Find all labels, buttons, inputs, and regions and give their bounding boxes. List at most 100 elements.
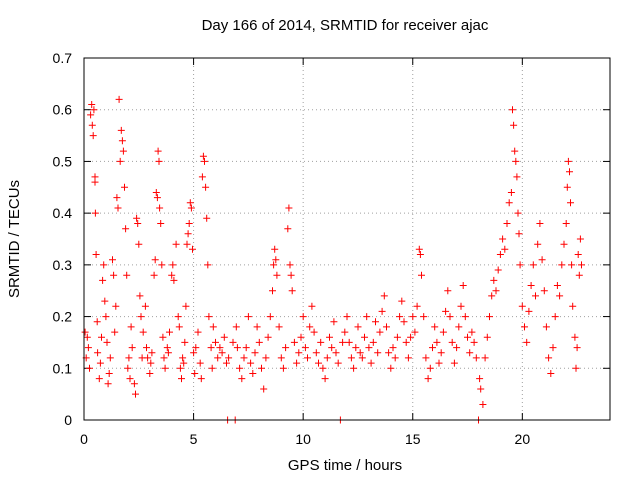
data-point [391, 354, 399, 362]
data-point [166, 328, 173, 336]
data-point [104, 380, 112, 388]
data-point [96, 359, 104, 367]
data-point [321, 375, 329, 383]
data-point [144, 354, 152, 362]
data-point [275, 323, 283, 331]
data-point [269, 287, 276, 295]
data-point [141, 302, 149, 310]
data-point [88, 101, 96, 108]
data-point [185, 220, 193, 227]
data-point [330, 318, 338, 326]
data-point [450, 359, 458, 367]
x-tick-label: 20 [515, 431, 531, 447]
data-point [529, 261, 537, 269]
data-point [513, 173, 521, 181]
data-point [396, 313, 404, 321]
data-point [470, 338, 478, 346]
data-point [135, 240, 143, 248]
data-point [179, 354, 187, 362]
data-point [442, 307, 450, 315]
data-point [236, 364, 244, 372]
data-point [511, 147, 519, 155]
data-point [91, 178, 99, 186]
data-point [509, 106, 516, 114]
x-tick-label: 0 [80, 431, 88, 447]
data-point [466, 349, 474, 357]
data-point [317, 338, 325, 346]
data-point [100, 261, 108, 269]
data-point [479, 401, 487, 408]
data-point [105, 370, 113, 377]
data-point [176, 364, 184, 372]
data-point [453, 344, 461, 352]
data-point [88, 121, 96, 129]
y-tick-label: 0.1 [53, 360, 73, 376]
data-point [192, 344, 200, 352]
data-point [476, 375, 484, 383]
data-point [87, 111, 95, 119]
data-point [102, 313, 110, 321]
data-point [326, 333, 333, 341]
data-point [514, 209, 522, 217]
data-points [81, 95, 585, 424]
data-point [271, 245, 279, 253]
data-point [347, 354, 355, 362]
data-point [158, 261, 166, 269]
data-point [297, 333, 305, 341]
data-point [459, 282, 467, 289]
data-point [225, 354, 233, 362]
data-point [490, 276, 498, 284]
data-point [343, 313, 351, 321]
data-point [174, 313, 182, 321]
data-point [287, 271, 295, 279]
data-point [393, 333, 401, 341]
data-point [153, 194, 161, 202]
data-point [328, 344, 336, 352]
data-point [161, 364, 169, 372]
data-point [180, 359, 188, 367]
y-tick-label: 0.7 [53, 50, 73, 66]
y-tick-label: 0.3 [53, 257, 73, 273]
data-point [262, 354, 270, 362]
data-point [201, 157, 208, 165]
data-point [429, 344, 436, 352]
data-point [266, 313, 274, 321]
data-point [472, 354, 480, 362]
data-point [91, 209, 99, 217]
data-point [295, 349, 303, 357]
data-point [578, 261, 585, 269]
data-point [242, 344, 250, 352]
data-point [190, 349, 198, 357]
data-point [512, 157, 520, 165]
data-point [90, 106, 98, 114]
y-tick-label: 0.6 [53, 102, 73, 118]
data-point [398, 297, 406, 305]
data-point [575, 271, 583, 279]
data-point [411, 328, 419, 336]
data-point [501, 245, 509, 253]
data-point [151, 256, 159, 264]
data-point [99, 276, 107, 284]
data-point [111, 328, 119, 336]
data-point [277, 354, 285, 362]
data-point [409, 313, 417, 321]
data-point [426, 364, 434, 372]
data-point [121, 183, 128, 191]
data-point [127, 323, 135, 331]
data-point [216, 344, 224, 352]
data-point [183, 240, 191, 248]
data-point [169, 261, 177, 269]
data-point [481, 354, 489, 362]
data-point [488, 292, 496, 300]
data-point [93, 318, 101, 326]
data-point [444, 287, 452, 295]
data-point [549, 344, 557, 352]
data-point [148, 349, 156, 357]
data-point [457, 302, 465, 310]
data-point [416, 251, 424, 258]
data-point [323, 354, 331, 362]
data-point [119, 147, 127, 155]
data-point [233, 344, 241, 352]
plot-frame [83, 57, 611, 421]
